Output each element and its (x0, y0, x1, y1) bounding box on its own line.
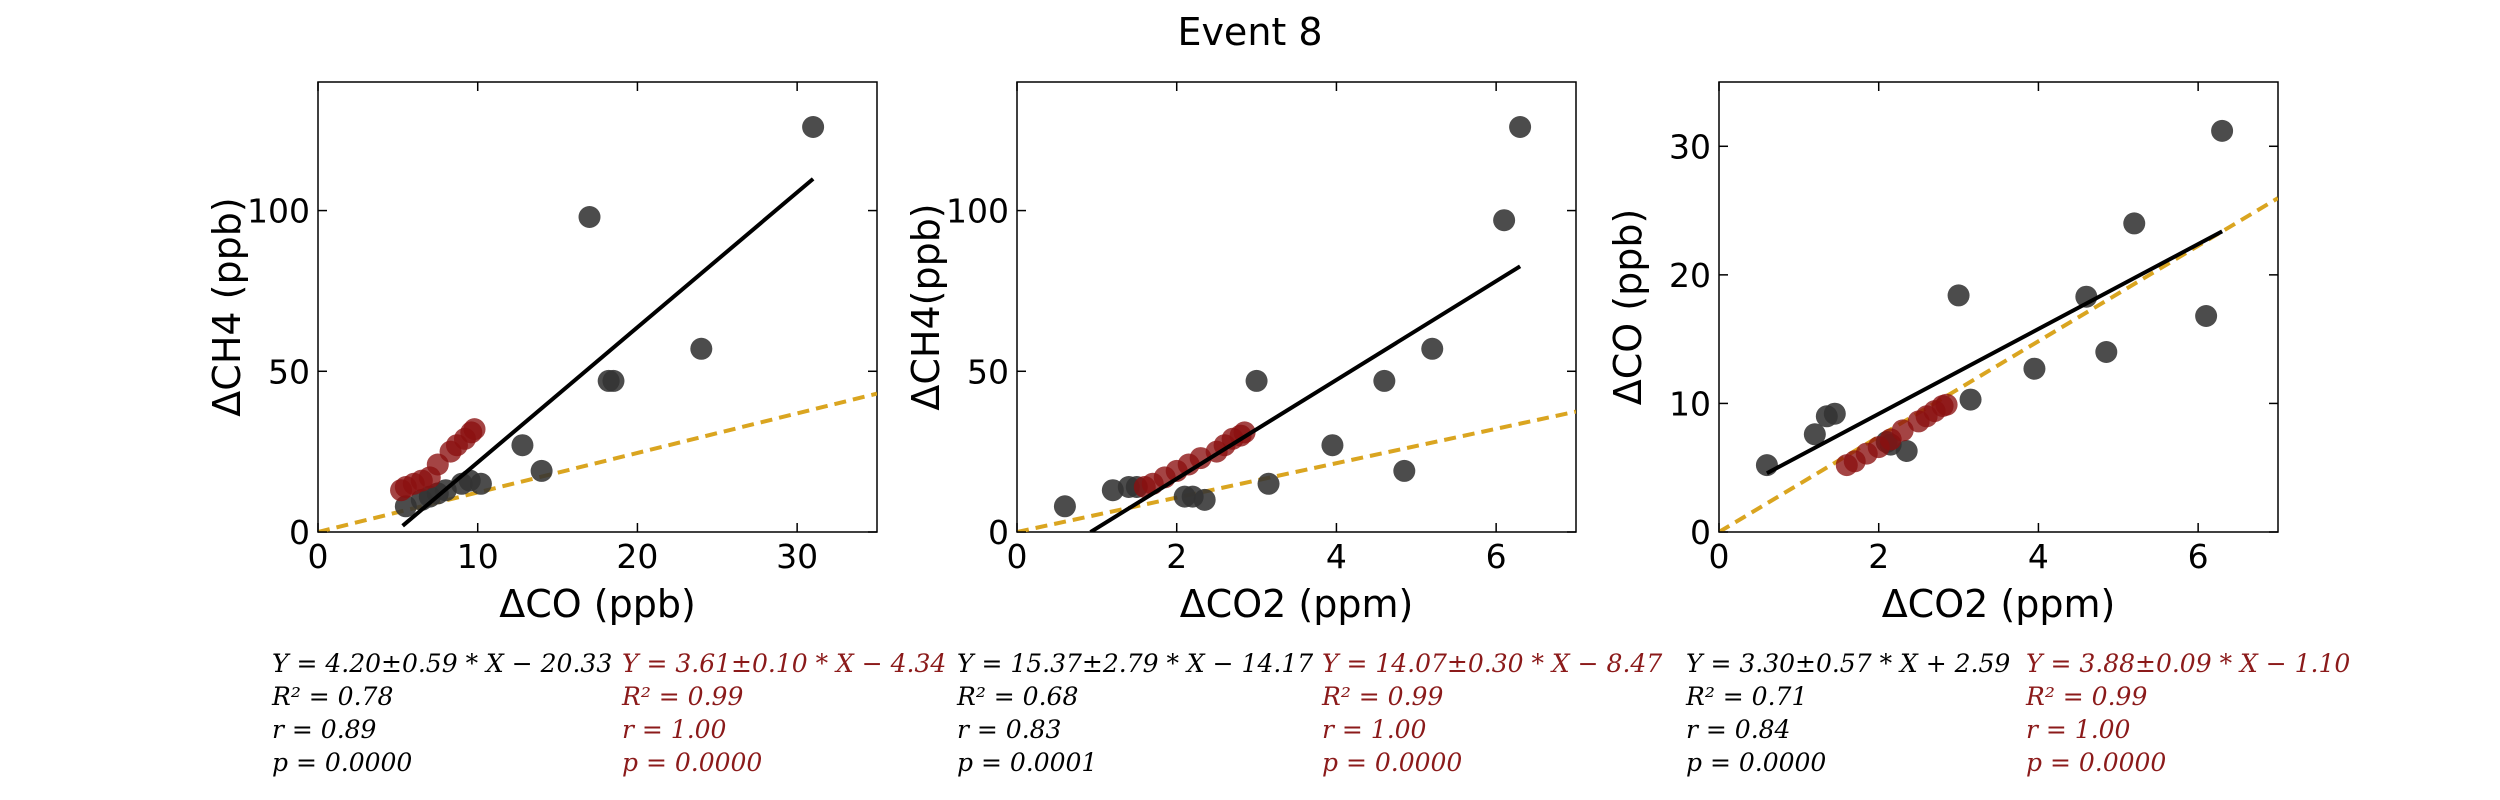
black-data-point (530, 459, 553, 482)
black-data-point (578, 206, 601, 228)
reference-dashed-line (1017, 409, 1576, 532)
black-data-point (2195, 305, 2218, 327)
black-fit-stat: r = 0.83 (957, 715, 1061, 744)
red-fit-stat: Y = 3.61±0.10 * X − 4.34 (622, 649, 946, 678)
x-tick-label: 2 (1166, 537, 1187, 576)
black-data-point (1803, 423, 1826, 446)
red-fit-stat: p = 0.0000 (1322, 748, 1462, 777)
x-tick-label: 30 (776, 537, 818, 576)
y-tick-label: 100 (946, 192, 1009, 231)
black-fit-stat: p = 0.0000 (1686, 748, 1826, 777)
y-tick-label: 20 (1669, 256, 1711, 295)
red-fit-stat: r = 1.00 (1322, 715, 1427, 744)
black-data-point (1393, 459, 1416, 482)
red-fit-stat: R² = 0.99 (1321, 682, 1443, 711)
black-data-point (1373, 369, 1396, 392)
plot-area (1719, 119, 2278, 532)
black-data-point (1823, 402, 1846, 425)
x-axis-label: ΔCO2 (ppm) (1882, 582, 2116, 626)
red-data-point (1891, 419, 1914, 442)
black-fit-line (1089, 264, 1522, 532)
black-data-point (469, 472, 492, 495)
x-tick-label: 6 (2188, 537, 2209, 576)
red-fit-stat: R² = 0.99 (621, 682, 743, 711)
black-data-point (2211, 119, 2234, 142)
chart-panel-2: 0 2 4 6 0 50 100 ΔCO2 (ppm) ΔCH4(ppb) Y = 15.37±2… (904, 81, 1662, 777)
plot-frame (317, 81, 878, 533)
x-tick-label: 0 (1007, 537, 1028, 576)
x-axis-label: ΔCO (ppb) (499, 582, 696, 626)
black-data-point (1421, 337, 1444, 360)
red-data-point (463, 418, 486, 441)
black-data-point (2095, 341, 2118, 363)
black-fit-stat: Y = 3.30±0.57 * X + 2.59 (1686, 649, 2010, 678)
red-fit-stat: p = 0.0000 (622, 748, 762, 777)
x-tick-label: 2 (1868, 537, 1889, 576)
chart-panel-3: 0 2 4 6 0 10 20 30 ΔCO2 (ppm) ΔCO (ppb) Y = 3.30±0… (1606, 81, 2350, 777)
black-fit-stat: Y = 15.37±2.79 * X − 14.17 (957, 649, 1313, 678)
x-tick-label: 10 (457, 537, 499, 576)
y-tick-label: 100 (247, 192, 310, 231)
plot-frame (1718, 81, 2279, 533)
black-fit-stat: R² = 0.68 (956, 682, 1078, 711)
black-data-point (2023, 357, 2046, 380)
black-fit-stat: p = 0.0001 (957, 748, 1097, 777)
red-fit-stat: p = 0.0000 (2026, 748, 2166, 777)
y-axis-label: ΔCO (ppb) (1606, 209, 1650, 406)
chart-panel-1: 0 10 20 30 0 50 100 ΔCO (ppb) ΔCH4 (ppb) Y = 4.20… (205, 81, 946, 777)
x-tick-label: 4 (1326, 537, 1347, 576)
red-data-point (1935, 393, 1958, 416)
x-tick-label: 6 (1486, 537, 1507, 576)
black-data-point (802, 116, 825, 138)
y-tick-label: 50 (268, 352, 310, 391)
black-data-point (1493, 209, 1516, 232)
black-data-point (1947, 284, 1970, 307)
black-data-point (1959, 388, 1982, 411)
black-fit-stat: p = 0.0000 (272, 748, 412, 777)
y-tick-label: 0 (988, 513, 1009, 552)
black-data-point (2123, 212, 2146, 235)
y-tick-label: 10 (1669, 384, 1711, 423)
y-tick-label: 50 (967, 352, 1009, 391)
figure-title: Event 8 (1177, 10, 1322, 54)
red-fit-stat: Y = 3.88±0.09 * X − 1.10 (2026, 649, 2350, 678)
y-tick-label: 0 (1690, 513, 1711, 552)
plot-frame (1016, 81, 1577, 533)
x-tick-label: 0 (1709, 537, 1730, 576)
red-fit-stat: Y = 14.07±0.30 * X − 8.47 (1322, 649, 1662, 678)
reference-dashed-line (1719, 196, 2278, 532)
black-fit-stat: Y = 4.20±0.59 * X − 20.33 (272, 649, 612, 678)
y-tick-label: 30 (1669, 127, 1711, 166)
plot-area (1017, 116, 1576, 532)
black-fit-stat: r = 0.84 (1686, 715, 1790, 744)
black-data-point (511, 434, 534, 457)
black-data-point (1257, 472, 1280, 495)
x-axis-label: ΔCO2 (ppm) (1180, 582, 1414, 626)
black-data-point (1193, 488, 1216, 511)
black-data-point (690, 337, 713, 360)
black-fit-line (401, 177, 815, 528)
y-axis-label: ΔCH4 (ppb) (205, 197, 249, 416)
black-fit-line (1765, 229, 2224, 476)
plot-area (318, 116, 877, 532)
black-data-point (1245, 369, 1268, 392)
black-data-point (602, 369, 625, 392)
red-fit-stat: r = 1.00 (622, 715, 727, 744)
x-tick-label: 0 (308, 537, 329, 576)
black-fit-stat: R² = 0.78 (271, 682, 393, 711)
x-tick-label: 20 (616, 537, 658, 576)
black-data-point (1509, 116, 1532, 138)
black-data-point (1321, 434, 1344, 457)
black-fit-stat: R² = 0.71 (1685, 682, 1807, 711)
y-tick-label: 0 (289, 513, 310, 552)
black-fit-stat: r = 0.89 (272, 715, 377, 744)
y-axis-label: ΔCH4(ppb) (904, 203, 948, 410)
red-fit-stat: R² = 0.99 (2025, 682, 2147, 711)
black-data-point (1895, 440, 1918, 462)
x-tick-label: 4 (2028, 537, 2049, 576)
red-fit-stat: r = 1.00 (2026, 715, 2131, 744)
black-data-point (1053, 495, 1076, 518)
